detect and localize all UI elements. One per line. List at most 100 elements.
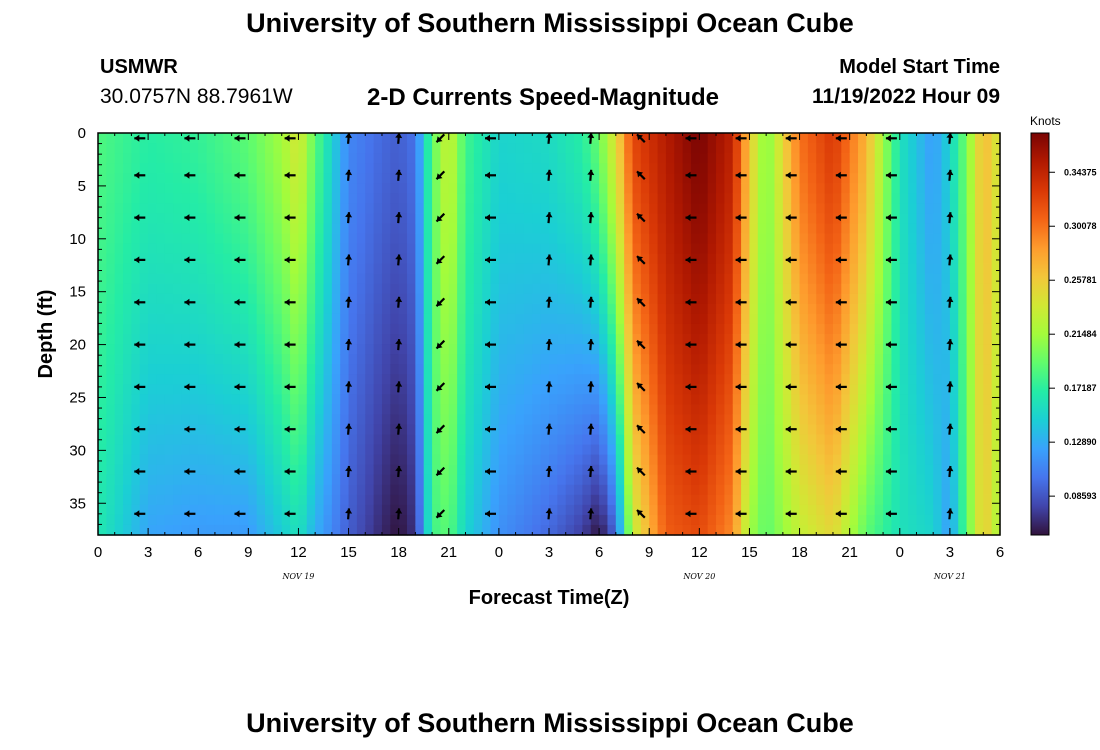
heatmap-cell [507, 173, 517, 184]
heatmap-cell [532, 444, 542, 456]
heatmap-cell [348, 374, 358, 385]
heatmap-cell [791, 293, 801, 305]
heatmap-cell [315, 384, 325, 395]
vector-head [184, 171, 190, 179]
heatmap-cell [615, 514, 625, 526]
heatmap-cell [649, 193, 659, 204]
heatmap-cell [632, 374, 642, 385]
current-vector [284, 510, 296, 518]
heatmap-cell [824, 414, 834, 426]
heatmap-cell [924, 263, 934, 275]
current-vector [234, 383, 246, 391]
heatmap-cell [874, 173, 884, 184]
current-vector [395, 465, 403, 478]
heatmap-cell [941, 364, 951, 375]
heatmap-cell [381, 273, 391, 285]
heatmap-cell [832, 273, 842, 285]
heatmap-cell [432, 183, 442, 194]
heatmap-cell [632, 183, 642, 194]
heatmap-cell [941, 283, 951, 295]
heatmap-cell [348, 183, 358, 194]
heatmap-cell [331, 283, 341, 295]
heatmap-cell [173, 223, 183, 235]
heatmap-cell [131, 313, 141, 325]
heatmap-cell [390, 374, 400, 385]
heatmap-cell [799, 414, 809, 426]
heatmap-cell [599, 273, 609, 285]
heatmap-cell [766, 293, 776, 305]
current-vector [234, 256, 246, 264]
heatmap-cell [766, 263, 776, 275]
heatmap-cell [824, 494, 834, 506]
heatmap-cell [724, 283, 734, 295]
heatmap-cell [924, 364, 934, 375]
heatmap-cell [281, 474, 291, 486]
heatmap-cell [365, 243, 375, 255]
heatmap-cell [164, 354, 174, 365]
heatmap-cell [883, 334, 893, 345]
heatmap-cell [465, 414, 475, 426]
heatmap-cell [265, 464, 274, 476]
heatmap-cell [214, 253, 224, 265]
heatmap-cell [674, 213, 684, 225]
heatmap-cell [164, 474, 174, 486]
heatmap-cell [699, 524, 709, 536]
heatmap-cell [381, 263, 391, 275]
heatmap-cell [774, 424, 784, 436]
vector-head [587, 296, 595, 303]
heatmap-cell [849, 354, 859, 365]
heatmap-cell [649, 203, 659, 214]
vector-head [485, 134, 490, 142]
heatmap-cell [498, 394, 508, 405]
heatmap-cell [490, 243, 500, 255]
heatmap-cell [356, 454, 366, 466]
heatmap-cell [290, 404, 300, 415]
heatmap-cell [958, 514, 968, 526]
heatmap-cell [599, 474, 609, 486]
heatmap-cell [532, 303, 542, 315]
heatmap-cell [148, 494, 158, 506]
heatmap-cell [323, 384, 333, 395]
heatmap-cell [891, 364, 901, 375]
heatmap-cell [832, 344, 842, 355]
heatmap-cell [181, 524, 191, 536]
heatmap-cell [607, 223, 617, 235]
heatmap-cell [816, 303, 826, 315]
heatmap-cell [365, 173, 375, 184]
heatmap-cell [682, 374, 692, 385]
heatmap-cell [841, 243, 851, 255]
current-vector [435, 212, 446, 223]
heatmap-cell [198, 384, 208, 395]
vector-head [284, 425, 290, 433]
heatmap-cell [139, 484, 149, 496]
heatmap-cell [448, 303, 458, 315]
heatmap-cell [966, 454, 976, 466]
heatmap-cell [607, 303, 617, 315]
heatmap-cell [615, 384, 625, 395]
heatmap-cell [298, 193, 308, 204]
heatmap-cell [523, 313, 533, 325]
heatmap-cell [866, 303, 876, 315]
heatmap-cell [139, 414, 149, 426]
heatmap-cell [523, 233, 533, 245]
heatmap-cell [908, 223, 918, 235]
heatmap-cell [131, 223, 141, 235]
heatmap-cell [256, 414, 266, 426]
heatmap-cell [156, 203, 166, 214]
heatmap-cell [799, 374, 809, 385]
heatmap-cell [716, 404, 725, 415]
heatmap-cell [782, 414, 792, 426]
vector-head [395, 339, 403, 345]
heatmap-cell [498, 253, 508, 265]
heatmap-cell [181, 153, 191, 164]
heatmap-cell [98, 514, 107, 526]
heatmap-cell [265, 394, 274, 405]
heatmap-cell [532, 484, 542, 496]
heatmap-cell [991, 504, 1001, 516]
heatmap-cell [649, 334, 659, 345]
heatmap-cell [741, 163, 751, 174]
heatmap-cell [106, 233, 116, 245]
heatmap-cell [682, 484, 692, 496]
heatmap-cell [916, 504, 926, 516]
vector-head [436, 384, 443, 391]
